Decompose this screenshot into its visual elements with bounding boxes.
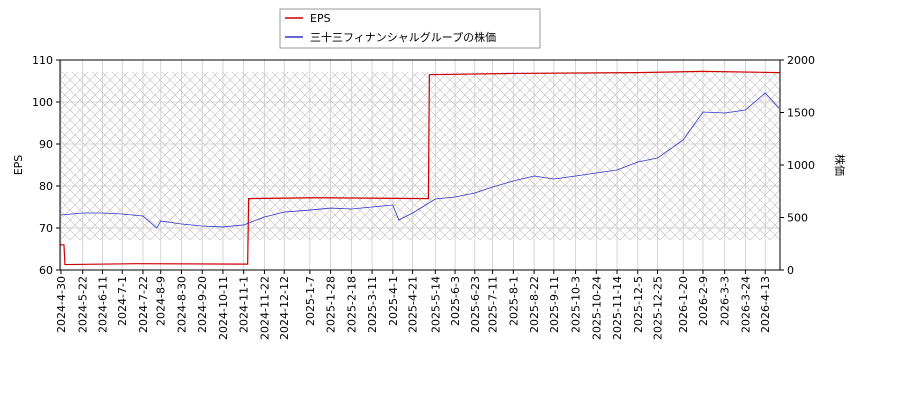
x-tick-label: 2024-7-22: [137, 276, 150, 333]
y2-tick-label: 2000: [787, 54, 815, 67]
y2-axis-label: 株価: [833, 154, 847, 176]
x-tick-label: 2024-9-20: [196, 276, 209, 333]
hatched-band: [60, 72, 780, 240]
y2-tick-label: 500: [787, 212, 808, 225]
x-tick-label: 2024-5-22: [77, 276, 90, 333]
x-tick-label: 2024-10-11: [217, 276, 230, 340]
y-tick-label: 90: [39, 138, 53, 151]
x-tick-label: 2024-11-22: [258, 276, 271, 340]
x-tick-label: 2025-6-3: [449, 276, 462, 326]
x-tick-label: 2025-1-7: [304, 276, 317, 326]
x-tick-label: 2024-8-30: [175, 276, 188, 333]
x-tick-label: 2026-3-24: [739, 276, 752, 333]
x-tick-label: 2025-7-11: [487, 276, 500, 333]
y-tick-label: 100: [32, 96, 53, 109]
plot-frame: [59, 59, 781, 271]
legend-label: EPS: [310, 12, 331, 25]
series-line: [60, 92, 780, 229]
x-tick-label: 2026-4-13: [759, 276, 772, 333]
x-tick-label: 2025-12-5: [632, 276, 645, 333]
x-tick-label: 2024-12-12: [278, 276, 291, 340]
x-tick-label: 2026-1-20: [677, 276, 690, 333]
x-tick-label: 2026-2-9: [697, 276, 710, 326]
x-tick-label: 2025-3-11: [366, 276, 379, 333]
x-tick-label: 2025-12-25: [652, 276, 665, 340]
x-tick-label: 2025-2-18: [345, 276, 358, 333]
y-tick-label: 60: [39, 264, 53, 277]
x-tick-label: 2025-6-23: [469, 276, 482, 333]
legend-label: 三十三フィナンシャルグループの株価: [310, 30, 496, 44]
x-tick-label: 2025-1-28: [325, 276, 338, 333]
y-tick-label: 70: [39, 222, 53, 235]
x-tick-label: 2026-3-3: [719, 276, 732, 326]
x-tick-label: 2024-4-30: [55, 276, 68, 333]
x-tick-label: 2024-11-1: [238, 276, 251, 333]
x-tick-label: 2025-10-3: [570, 276, 583, 333]
y-axis-label: EPS: [12, 155, 25, 176]
y-tick-label: 110: [32, 54, 53, 67]
y2-tick-label: 0: [787, 264, 794, 277]
y2-tick-label: 1000: [787, 159, 815, 172]
y2-tick-label: 1500: [787, 107, 815, 120]
series-line: [60, 70, 781, 266]
x-tick-label: 2025-5-14: [429, 276, 442, 333]
x-tick-label: 2025-4-1: [387, 276, 400, 326]
x-tick-label: 2024-8-9: [155, 276, 168, 326]
x-tick-label: 2024-7-1: [116, 276, 129, 326]
y-tick-label: 80: [39, 180, 53, 193]
x-tick-label: 2025-9-11: [548, 276, 561, 333]
x-tick-label: 2024-6-11: [96, 276, 109, 333]
x-tick-label: 2025-11-14: [611, 276, 624, 340]
x-tick-label: 2025-10-24: [590, 276, 603, 340]
legend: [279, 8, 541, 49]
x-tick-label: 2025-4-21: [407, 276, 420, 333]
x-tick-label: 2025-8-1: [507, 276, 520, 326]
x-tick-label: 2025-8-22: [528, 276, 541, 333]
